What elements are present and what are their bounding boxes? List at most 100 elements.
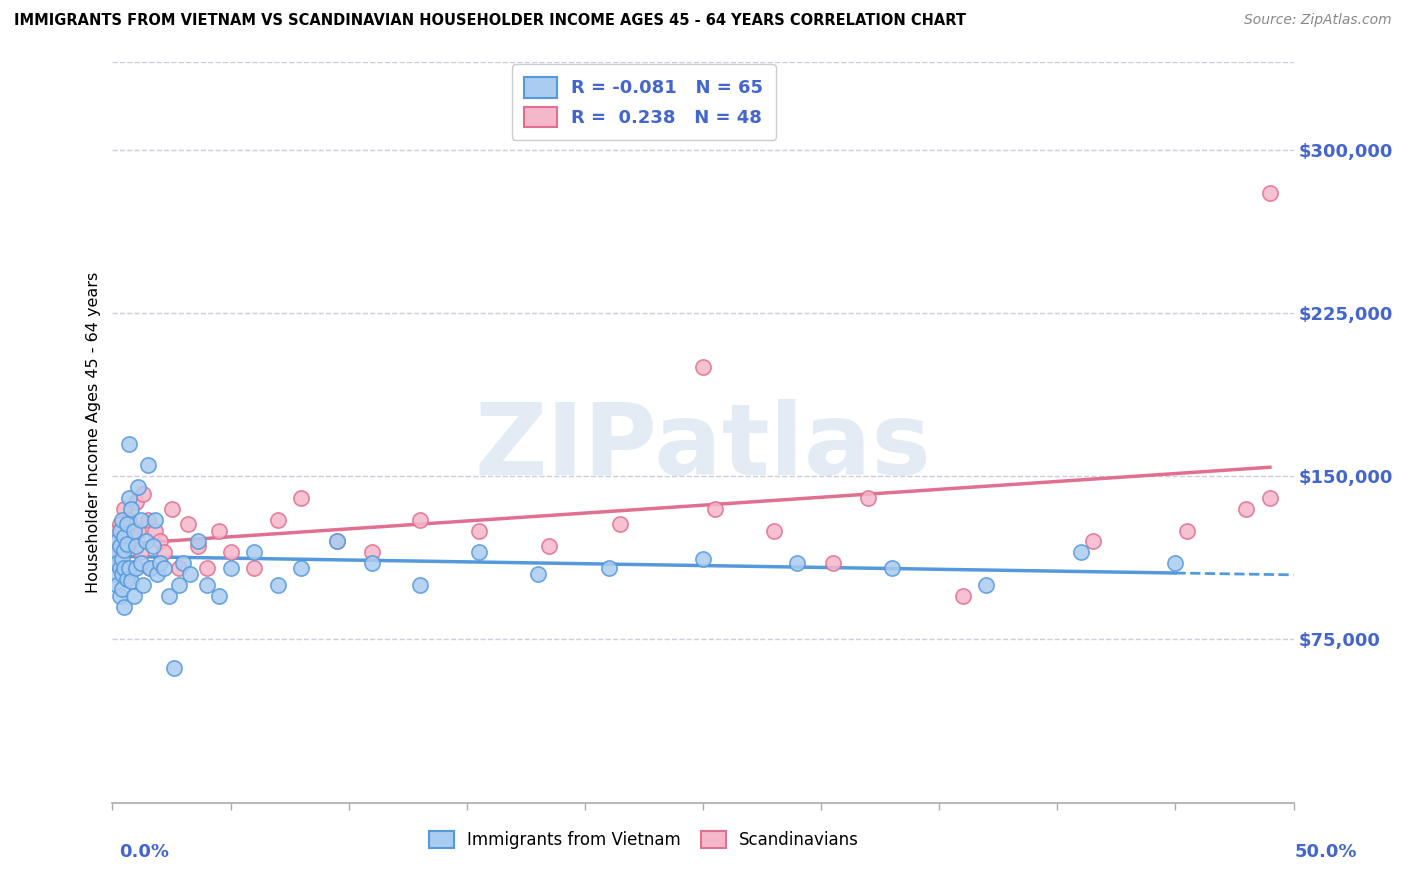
Point xyxy=(167,560,190,574)
Point xyxy=(326,534,349,549)
Point xyxy=(115,539,138,553)
Point xyxy=(115,517,138,532)
Point xyxy=(1175,524,1198,538)
Point xyxy=(118,560,141,574)
Point xyxy=(120,530,142,544)
Point xyxy=(115,572,138,586)
Point xyxy=(1258,491,1281,505)
Point xyxy=(139,560,162,574)
Point xyxy=(108,552,131,566)
Point xyxy=(127,524,149,538)
Point xyxy=(692,360,714,375)
Point xyxy=(208,524,231,538)
Point xyxy=(526,567,548,582)
Text: ZIPatlas: ZIPatlas xyxy=(475,399,931,496)
Point xyxy=(122,589,145,603)
Point xyxy=(195,578,218,592)
Point xyxy=(118,567,141,582)
Point xyxy=(153,545,176,559)
Point xyxy=(115,536,138,550)
Point xyxy=(153,560,176,574)
Point xyxy=(143,513,166,527)
Text: 50.0%: 50.0% xyxy=(1295,843,1357,861)
Point xyxy=(125,560,148,574)
Point xyxy=(129,545,152,559)
Point xyxy=(125,539,148,553)
Point xyxy=(1070,545,1092,559)
Point xyxy=(290,560,312,574)
Point xyxy=(1234,501,1257,516)
Point xyxy=(118,436,141,450)
Point xyxy=(104,545,127,559)
Point xyxy=(408,578,430,592)
Point xyxy=(108,560,131,574)
Legend: Immigrants from Vietnam, Scandinavians: Immigrants from Vietnam, Scandinavians xyxy=(420,822,868,857)
Point xyxy=(139,560,162,574)
Point xyxy=(112,501,135,516)
Point xyxy=(172,556,194,570)
Point xyxy=(132,578,155,592)
Point xyxy=(104,545,127,559)
Point xyxy=(880,560,903,574)
Point xyxy=(195,560,218,574)
Point xyxy=(326,534,349,549)
Point xyxy=(762,524,785,538)
Point xyxy=(219,545,242,559)
Point xyxy=(692,552,714,566)
Point xyxy=(149,556,172,570)
Point xyxy=(112,599,135,614)
Point xyxy=(111,552,134,566)
Point xyxy=(118,513,141,527)
Point xyxy=(122,524,145,538)
Point xyxy=(135,534,157,549)
Point xyxy=(125,495,148,509)
Point xyxy=(243,545,266,559)
Point xyxy=(1164,556,1187,570)
Point xyxy=(108,517,131,532)
Point xyxy=(132,486,155,500)
Point xyxy=(160,501,183,516)
Point xyxy=(267,513,290,527)
Text: IMMIGRANTS FROM VIETNAM VS SCANDINAVIAN HOUSEHOLDER INCOME AGES 45 - 64 YEARS CO: IMMIGRANTS FROM VIETNAM VS SCANDINAVIAN … xyxy=(14,13,966,29)
Point xyxy=(111,534,134,549)
Point xyxy=(112,560,135,574)
Point xyxy=(127,480,149,494)
Point xyxy=(143,524,166,538)
Point xyxy=(786,556,808,570)
Point xyxy=(111,513,134,527)
Point xyxy=(208,589,231,603)
Point xyxy=(167,578,190,592)
Point xyxy=(112,530,135,544)
Point xyxy=(177,517,200,532)
Point xyxy=(598,560,620,574)
Point xyxy=(408,513,430,527)
Point xyxy=(163,661,186,675)
Point xyxy=(1258,186,1281,200)
Point xyxy=(111,582,134,597)
Point xyxy=(186,539,208,553)
Point xyxy=(129,556,152,570)
Point xyxy=(219,560,242,574)
Point xyxy=(290,491,312,505)
Point xyxy=(112,560,135,574)
Point xyxy=(821,556,844,570)
Point xyxy=(243,560,266,574)
Point xyxy=(108,589,131,603)
Point xyxy=(142,539,165,553)
Point xyxy=(108,524,131,538)
Y-axis label: Householder Income Ages 45 - 64 years: Householder Income Ages 45 - 64 years xyxy=(86,272,101,593)
Point xyxy=(129,513,152,527)
Point xyxy=(108,539,131,553)
Text: 0.0%: 0.0% xyxy=(120,843,170,861)
Point xyxy=(136,458,159,473)
Point xyxy=(361,556,384,570)
Point xyxy=(703,501,725,516)
Point xyxy=(104,567,127,582)
Text: Source: ZipAtlas.com: Source: ZipAtlas.com xyxy=(1244,13,1392,28)
Point xyxy=(136,513,159,527)
Point xyxy=(118,491,141,505)
Point xyxy=(179,567,201,582)
Point xyxy=(105,556,128,570)
Point xyxy=(105,524,128,538)
Point xyxy=(122,560,145,574)
